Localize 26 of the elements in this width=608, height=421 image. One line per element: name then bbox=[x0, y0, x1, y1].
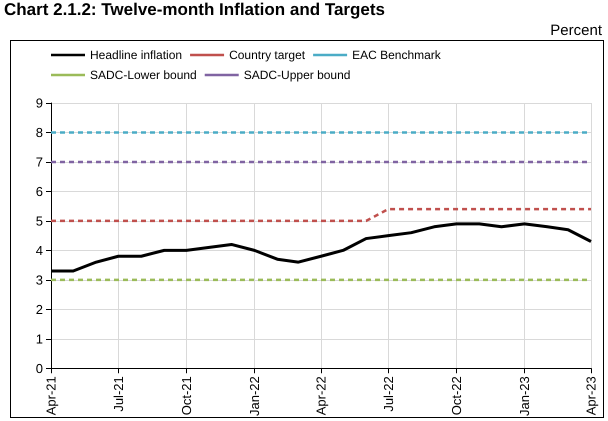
y-tick-label: 1 bbox=[36, 331, 43, 346]
y-axis-title: Percent bbox=[550, 22, 602, 39]
y-tick-label: 7 bbox=[36, 154, 43, 170]
y-tick-label: 5 bbox=[36, 213, 43, 228]
x-tick-label: Jul-21 bbox=[110, 376, 126, 412]
x-tick-label: Jan-23 bbox=[516, 376, 532, 416]
y-tick-label: 8 bbox=[36, 124, 43, 140]
y-tick-label: 4 bbox=[36, 242, 43, 258]
x-tick-label: Jul-22 bbox=[380, 376, 396, 412]
legend-label: Headline inflation bbox=[90, 48, 182, 62]
x-tick-label: Oct-21 bbox=[178, 376, 194, 416]
y-tick-label: 3 bbox=[36, 272, 43, 288]
x-tick-label: Apr-22 bbox=[314, 376, 328, 416]
x-tick-label: Oct-22 bbox=[448, 376, 464, 416]
y-tick-label: 9 bbox=[36, 96, 43, 110]
y-tick-label: 2 bbox=[36, 302, 43, 317]
legend-label: SADC-Lower bound bbox=[90, 68, 197, 82]
y-tick-label: 0 bbox=[36, 360, 43, 376]
legend-label: Country target bbox=[229, 48, 306, 62]
x-tick-label: Jan-22 bbox=[246, 376, 262, 416]
y-tick-label: 6 bbox=[36, 184, 43, 199]
x-tick-label: Apr-23 bbox=[584, 376, 598, 416]
legend-label: EAC Benchmark bbox=[352, 48, 442, 62]
x-tick-label: Apr-21 bbox=[44, 376, 58, 416]
chart-title: Chart 2.1.2: Twelve-month Inflation and Targets bbox=[4, 0, 385, 20]
legend-label: SADC-Upper bound bbox=[244, 68, 350, 82]
